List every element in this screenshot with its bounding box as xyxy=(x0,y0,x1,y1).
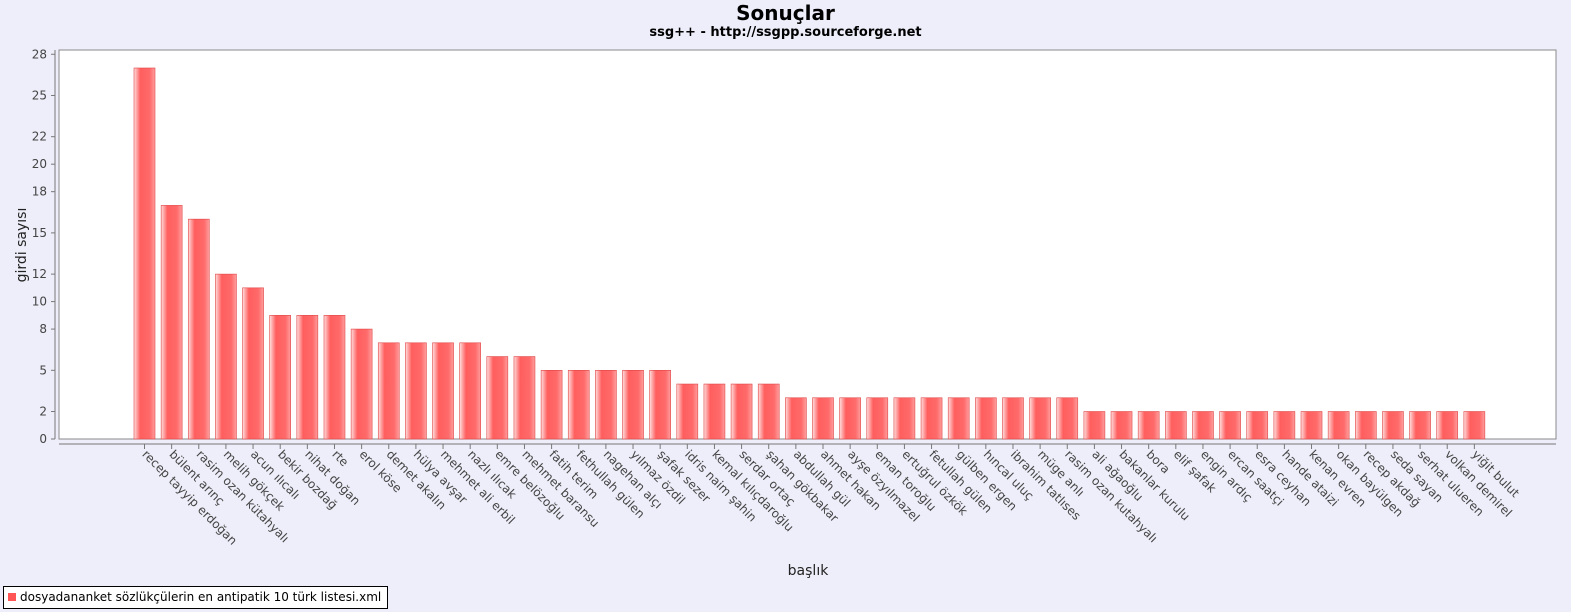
legend: dosyadananket sözlükçülerin en antipatik… xyxy=(3,586,389,609)
x-tick-label: rte xyxy=(329,447,351,469)
chart-title: Sonuçlar xyxy=(736,1,835,25)
y-axis-label: girdi sayısı xyxy=(14,208,30,283)
bar xyxy=(350,328,373,440)
bar xyxy=(1463,411,1486,440)
bar xyxy=(757,383,780,440)
bar xyxy=(1327,411,1350,440)
legend-swatch xyxy=(8,593,16,601)
chart-subtitle: ssg++ - http://ssgpp.sourceforge.net xyxy=(649,25,922,40)
bar xyxy=(1219,411,1241,440)
bar xyxy=(269,315,292,440)
bar xyxy=(1056,397,1079,440)
y-tick-label: 15 xyxy=(32,226,47,240)
bar xyxy=(920,397,943,440)
y-tick-label: 8 xyxy=(39,322,47,336)
bar xyxy=(405,342,427,440)
x-axis xyxy=(59,443,1556,449)
bar xyxy=(1409,411,1431,440)
bar xyxy=(1436,411,1459,440)
bar xyxy=(622,369,644,440)
bar xyxy=(1002,397,1024,440)
y-tick-label: 2 xyxy=(39,405,47,419)
bar xyxy=(649,369,671,440)
y-tick-label: 10 xyxy=(32,295,47,309)
bar xyxy=(540,369,563,440)
y-tick-label: 12 xyxy=(32,267,47,281)
bar xyxy=(975,397,997,440)
bar xyxy=(1273,411,1296,440)
y-tick-label: 5 xyxy=(39,363,47,377)
bar xyxy=(459,342,481,440)
bar xyxy=(1083,411,1106,440)
bar xyxy=(1029,397,1051,440)
bar xyxy=(486,356,509,440)
bar xyxy=(160,205,183,440)
y-tick-label: 18 xyxy=(32,185,47,199)
bar xyxy=(595,369,617,440)
bar xyxy=(839,397,861,440)
bar xyxy=(1192,411,1214,440)
bar xyxy=(513,356,536,440)
bar xyxy=(242,287,264,440)
x-axis-label: başlık xyxy=(788,563,830,579)
bar xyxy=(866,397,889,440)
bar xyxy=(893,397,916,440)
bar xyxy=(1137,411,1160,440)
bar xyxy=(187,218,210,440)
bar xyxy=(215,273,237,440)
bar xyxy=(133,67,156,440)
bar xyxy=(676,383,699,440)
bar xyxy=(323,315,346,440)
bar xyxy=(947,397,970,440)
bar xyxy=(1355,411,1377,440)
bar xyxy=(812,397,834,440)
y-tick-label: 20 xyxy=(32,157,47,171)
bar xyxy=(567,369,590,440)
bar-series xyxy=(133,67,1486,440)
bar xyxy=(1165,411,1187,440)
bar xyxy=(296,315,319,440)
bar xyxy=(1110,411,1133,440)
y-tick-label: 28 xyxy=(32,47,47,61)
bar xyxy=(377,342,400,440)
bar xyxy=(1300,411,1323,440)
y-tick-label: 0 xyxy=(39,432,47,446)
bar xyxy=(1246,411,1269,440)
bar xyxy=(703,383,726,440)
y-tick-label: 22 xyxy=(32,130,47,144)
bar xyxy=(785,397,807,440)
bar xyxy=(432,342,454,440)
bar xyxy=(1382,411,1404,440)
legend-label: dosyadananket sözlükçülerin en antipatik… xyxy=(20,590,382,604)
y-tick-label: 25 xyxy=(32,88,47,102)
bar xyxy=(730,383,753,440)
